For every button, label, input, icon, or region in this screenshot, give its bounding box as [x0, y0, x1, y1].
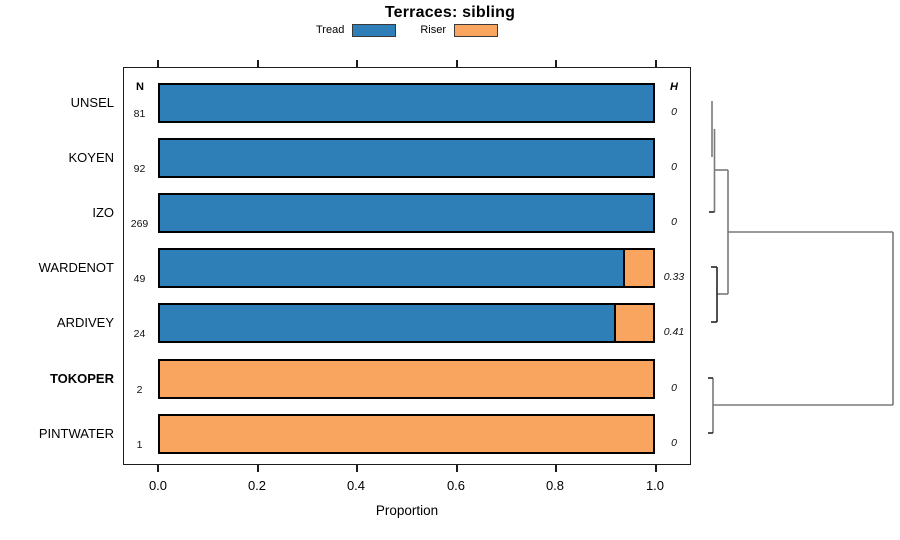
x-axis-tick — [655, 465, 657, 472]
n-value: 269 — [130, 218, 149, 230]
n-value: 24 — [133, 328, 146, 340]
category-label-pintwater: PINTWATER — [38, 426, 114, 441]
bar-unsel — [158, 83, 655, 123]
top-axis-tick — [356, 60, 358, 67]
bar-segment-tread — [160, 305, 614, 341]
legend-swatch-tread — [352, 23, 397, 37]
category-label-ardivey: ARDIVEY — [56, 315, 114, 330]
top-axis-tick — [555, 60, 557, 67]
top-axis-tick — [157, 60, 159, 67]
legend-item-riser: Riser — [420, 23, 498, 37]
x-axis-tick — [257, 465, 259, 472]
category-label-tokoper: TOKOPER — [49, 371, 114, 386]
h-value: 0 — [671, 106, 677, 118]
legend-swatch-riser — [454, 23, 498, 37]
bar-segment-riser — [613, 305, 653, 341]
h-value: 0.33 — [663, 271, 685, 283]
bar-segment-tread — [160, 85, 653, 121]
x-axis-tick — [555, 465, 557, 472]
bar-izo — [158, 193, 655, 233]
legend-label-riser: Riser — [420, 24, 446, 36]
x-tick-label: 0.6 — [446, 478, 466, 493]
legend: Tread Riser — [123, 22, 691, 38]
n-column-header: N — [136, 81, 144, 93]
n-value: 92 — [133, 163, 146, 175]
bar-segment-tread — [160, 250, 624, 286]
top-axis-tick — [257, 60, 259, 67]
n-value: 2 — [136, 384, 143, 396]
n-value: 1 — [136, 439, 143, 451]
bar-segment-riser — [160, 361, 653, 397]
dendrogram — [708, 101, 894, 434]
h-value: 0 — [671, 161, 677, 173]
legend-label-tread: Tread — [316, 24, 345, 36]
x-axis-tick — [356, 465, 358, 472]
category-label-izo: IZO — [92, 205, 114, 220]
x-axis-tick — [157, 465, 159, 472]
bar-pintwater — [158, 414, 655, 454]
category-label-wardenot: WARDENOT — [38, 260, 114, 275]
bar-koyen — [158, 138, 655, 178]
h-value: 0 — [671, 216, 677, 228]
h-column-header: H — [670, 81, 678, 93]
bar-segment-tread — [160, 140, 653, 176]
category-label-unsel: UNSEL — [70, 95, 114, 110]
top-axis-tick — [456, 60, 458, 67]
bar-segment-riser — [160, 416, 653, 452]
n-value: 81 — [133, 108, 146, 120]
h-value: 0 — [671, 382, 677, 394]
bar-segment-tread — [160, 195, 653, 231]
h-value: 0 — [671, 437, 677, 449]
category-label-koyen: KOYEN — [68, 150, 114, 165]
legend-item-tread: Tread — [316, 23, 397, 37]
chart-title: Terraces: sibling — [384, 4, 516, 21]
bar-tokoper — [158, 359, 655, 399]
h-value: 0.41 — [663, 326, 685, 338]
top-axis-tick — [655, 60, 657, 67]
bar-ardivey — [158, 303, 655, 343]
x-tick-label: 1.0 — [645, 478, 665, 493]
n-value: 49 — [133, 273, 146, 285]
bar-segment-riser — [623, 250, 653, 286]
x-tick-label: 0.4 — [346, 478, 366, 493]
x-tick-label: 0.8 — [545, 478, 565, 493]
x-axis-tick — [456, 465, 458, 472]
bar-wardenot — [158, 248, 655, 288]
x-axis-title: Proportion — [375, 503, 439, 518]
x-tick-label: 0.2 — [247, 478, 267, 493]
x-tick-label: 0.0 — [148, 478, 168, 493]
